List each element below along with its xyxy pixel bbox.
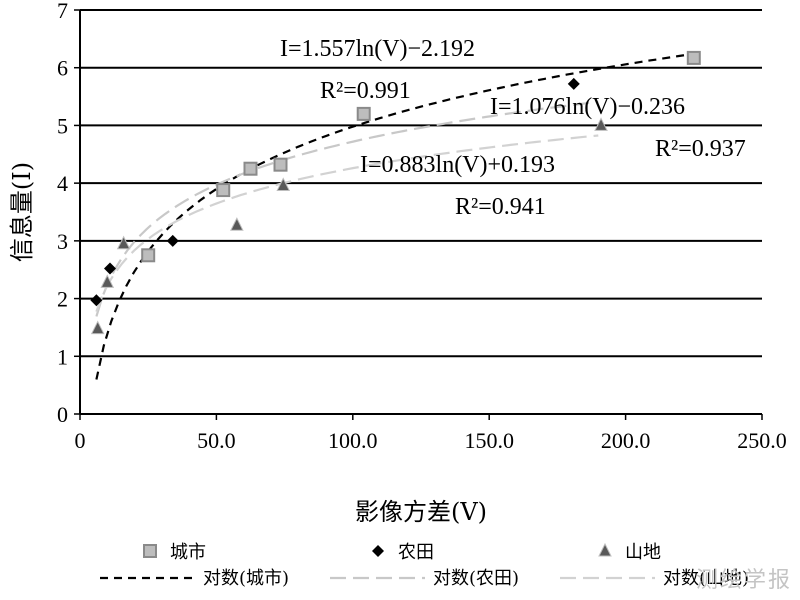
y-tick-label: 5	[57, 113, 68, 138]
data-point	[230, 217, 244, 231]
data-point	[90, 320, 105, 335]
y-tick-label: 2	[57, 287, 68, 312]
legend-marker	[143, 544, 157, 558]
legend-marker	[372, 545, 384, 557]
x-axis-title: 影像方差(V)	[355, 498, 487, 526]
x-tick-label: 0	[75, 428, 86, 453]
fit-equation: I=0.883ln(V)+0.193	[360, 152, 555, 178]
data-point	[166, 234, 179, 247]
legend-marker	[598, 542, 612, 557]
legend-label: 山地	[625, 542, 661, 563]
data-point	[276, 177, 291, 191]
y-tick-label: 0	[57, 402, 68, 427]
legend-label: 对数(山地)	[663, 568, 749, 589]
legend-label: 城市	[170, 542, 206, 563]
data-point	[243, 161, 258, 176]
data-point	[594, 117, 608, 131]
fit-r-squared: R²=0.937	[655, 136, 746, 162]
x-tick-label: 150.0	[464, 428, 514, 453]
y-tick-label: 4	[57, 171, 68, 196]
y-axis-title: 信息量(I)	[8, 162, 36, 262]
data-point	[273, 157, 288, 172]
legend-label: 农田	[398, 542, 434, 563]
fit-equation: I=1.557ln(V)−2.192	[280, 36, 475, 62]
x-tick-label: 250.0	[737, 428, 787, 453]
legend-label: 对数(农田)	[433, 568, 519, 589]
data-point	[686, 50, 701, 65]
data-point	[116, 235, 131, 250]
fit-equation: I=1.076ln(V)−0.236	[490, 94, 685, 120]
data-point	[104, 262, 117, 275]
fit-r-squared: R²=0.991	[320, 78, 411, 104]
y-tick-label: 1	[57, 344, 68, 369]
legend-label: 对数(城市)	[203, 568, 289, 589]
x-tick-label: 200.0	[601, 428, 651, 453]
x-tick-label: 50.0	[197, 428, 236, 453]
fit-curve	[95, 100, 599, 317]
data-point	[100, 274, 115, 288]
data-point	[141, 248, 156, 263]
y-tick-label: 7	[57, 0, 68, 23]
data-point	[356, 106, 371, 121]
data-point	[216, 183, 231, 198]
x-tick-label: 100.0	[328, 428, 378, 453]
data-point	[567, 77, 580, 90]
y-tick-label: 6	[57, 56, 68, 81]
fit-curve	[95, 134, 599, 312]
watermark: 测绘学报	[695, 568, 792, 593]
data-point	[90, 294, 103, 307]
fit-r-squared: R²=0.941	[455, 194, 546, 220]
y-tick-label: 3	[57, 229, 68, 254]
fit-curve	[95, 52, 694, 380]
